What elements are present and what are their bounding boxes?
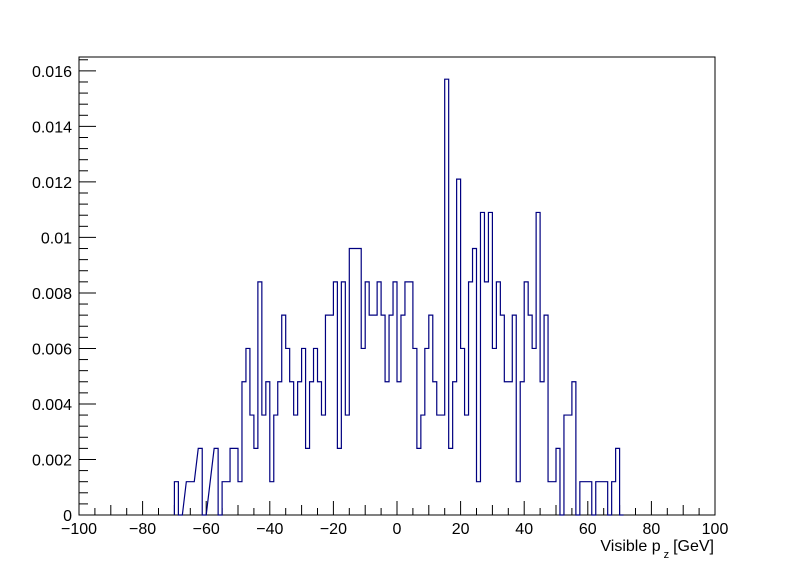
x-tick-label: −100 [61,521,97,538]
x-tick-label: 40 [515,521,533,538]
y-tick-label: 0.014 [32,119,72,136]
x-tick-label: 20 [452,521,470,538]
x-tick-label: −80 [129,521,156,538]
x-axis-title-subscript: z [664,549,670,561]
x-tick-label: −40 [256,521,283,538]
y-tick-label: 0.004 [32,397,72,414]
x-tick-label: 100 [702,521,729,538]
x-axis-title-main: Visible p [600,538,660,555]
y-tick-label: 0.016 [32,64,72,81]
y-tick-label: 0.008 [32,286,72,303]
y-tick-label: 0.01 [41,230,72,247]
histogram-series-line [173,78,624,516]
x-axis: −100 −80 −60 −40 −20 0 20 40 60 80 100 [61,501,728,538]
x-tick-label: 0 [393,521,402,538]
y-axis: 0 0.002 0.004 0.006 0.008 0.01 0.012 0.014 0.016 [32,64,96,525]
x-tick-label: −20 [320,521,347,538]
y-tick-label: 0.006 [32,341,72,358]
y-tick-label: 0.012 [32,175,72,192]
x-tick-label: 60 [579,521,597,538]
x-axis-title-unit: [GeV] [673,538,714,555]
x-tick-label: 80 [643,521,661,538]
x-tick-label: −60 [193,521,220,538]
x-minor-ticks [94,505,700,515]
y-tick-label: 0 [63,508,72,525]
y-tick-label: 0.002 [32,452,72,469]
x-axis-title: Visible p z [GeV] [600,538,714,561]
y-minor-ticks [79,59,88,505]
